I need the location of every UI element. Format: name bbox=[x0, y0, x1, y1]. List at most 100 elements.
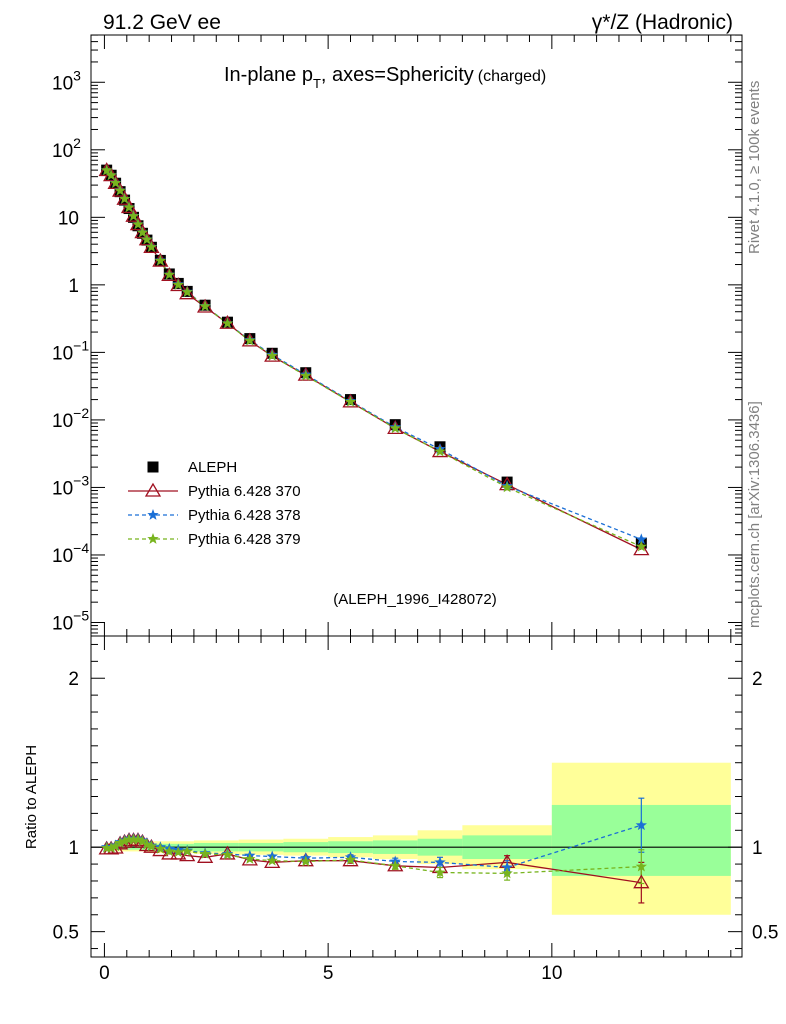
main-point-star bbox=[141, 233, 153, 245]
main-y-tick-label: 10−5 bbox=[52, 607, 89, 634]
main-point-star bbox=[389, 422, 401, 434]
ratio-frame bbox=[90, 635, 743, 958]
legend-label: ALEPH bbox=[188, 459, 237, 476]
ratio-point-star bbox=[141, 838, 153, 850]
ratio-point-star bbox=[199, 847, 211, 859]
main-point-star bbox=[434, 445, 446, 457]
ratio-point-star bbox=[132, 833, 144, 845]
ratio-point-star bbox=[118, 835, 131, 847]
legend-label: Pythia 6.428 379 bbox=[188, 531, 301, 548]
main-point-star bbox=[300, 369, 312, 381]
ratio-point-star bbox=[501, 867, 513, 879]
ratio-point-star bbox=[123, 833, 135, 845]
ratio-x-tick-label: 10 bbox=[541, 963, 562, 984]
ratio-point-star bbox=[434, 856, 446, 868]
ratio-point-star bbox=[127, 833, 140, 845]
main-point-triangle bbox=[633, 541, 650, 556]
ratio-x-tick-label: 5 bbox=[323, 963, 334, 984]
ratio-y-tick-label-right: 1 bbox=[752, 838, 763, 859]
rivet-label: Rivet 4.1.0, ≥ 100k events bbox=[746, 81, 763, 254]
main-point-star bbox=[266, 349, 278, 361]
legend-marker-triangle bbox=[144, 482, 162, 497]
ratio-panel bbox=[104, 762, 731, 915]
main-y-tick-label: 10 bbox=[58, 208, 79, 229]
ratio-point-triangle bbox=[633, 874, 650, 889]
ratio-point-star bbox=[244, 853, 256, 864]
main-y-tick-label: 10−2 bbox=[52, 405, 89, 432]
main-point-star bbox=[221, 317, 234, 329]
ratio-point-star bbox=[221, 848, 234, 860]
main-point-star bbox=[123, 201, 135, 213]
ratio-point-star bbox=[434, 866, 446, 878]
main-point-star bbox=[181, 286, 193, 297]
ratio-point-star bbox=[109, 840, 122, 852]
main-point-star bbox=[635, 533, 647, 545]
main-point-star bbox=[132, 218, 144, 230]
main-point-star bbox=[635, 540, 647, 552]
ratio-ylabel: Ratio to ALEPH bbox=[23, 745, 40, 849]
main-y-tick-label: 1 bbox=[68, 276, 79, 297]
main-point-star bbox=[136, 226, 149, 238]
ratio-point-star bbox=[114, 837, 126, 848]
main-y-tick-label: 103 bbox=[52, 67, 81, 94]
header-left: 91.2 GeV ee bbox=[103, 11, 221, 34]
ratio-point-star bbox=[172, 846, 184, 858]
ratio-y-tick-label-left: 1 bbox=[68, 838, 79, 859]
ratio-point-star bbox=[163, 845, 175, 857]
ratio-point-star bbox=[389, 859, 401, 871]
ratio-point-star bbox=[635, 860, 647, 872]
legend-marker-square bbox=[147, 461, 159, 473]
main-point-star bbox=[244, 334, 256, 346]
ratio-y-tick-label-left: 0.5 bbox=[53, 923, 79, 944]
legend-label: Pythia 6.428 370 bbox=[188, 483, 301, 500]
ratio-point-star bbox=[300, 855, 312, 867]
ratio-point-star bbox=[101, 842, 113, 853]
main-y-tick-label: 102 bbox=[52, 135, 81, 162]
header-right: γ*/Z (Hadronic) bbox=[592, 11, 733, 34]
main-point-star bbox=[105, 169, 117, 181]
ratio-x-tick-label: 0 bbox=[99, 963, 110, 984]
ratio-point-triangle bbox=[196, 849, 214, 863]
ratio-point-triangle bbox=[179, 847, 196, 862]
legend-marker-star bbox=[147, 533, 159, 544]
ratio-point-triangle bbox=[170, 845, 187, 860]
ratio-point-star bbox=[266, 854, 278, 866]
legend: ALEPH Pythia 6.428 370 Pythia 6.428 378 Pyt… bbox=[128, 459, 301, 548]
ratio-point-triangle bbox=[161, 845, 178, 860]
ratio-point-star bbox=[105, 842, 117, 853]
main-point-star bbox=[109, 177, 122, 188]
main-point-star bbox=[145, 241, 158, 252]
main-point-star bbox=[199, 300, 211, 312]
main-point-star bbox=[344, 395, 357, 407]
ratio-point-star bbox=[344, 853, 357, 865]
ratio-point-star bbox=[154, 842, 167, 854]
main-series-line bbox=[106, 169, 642, 541]
main-point-star bbox=[114, 184, 126, 196]
main-point-star bbox=[163, 268, 175, 280]
main-point-triangle bbox=[179, 285, 196, 300]
ratio-y-tick-label-left: 2 bbox=[68, 669, 79, 690]
ratio-point-star bbox=[145, 840, 158, 852]
ratio-point-star bbox=[181, 845, 193, 857]
legend-label: Pythia 6.428 378 bbox=[188, 507, 301, 524]
ratio-y-tick-label-right: 0.5 bbox=[752, 923, 778, 944]
analysis-label: (ALEPH_1996_I428072) bbox=[333, 591, 496, 608]
main-y-tick-label: 10−4 bbox=[52, 540, 89, 567]
ratio-point-star bbox=[136, 835, 149, 847]
ratio-point-star bbox=[501, 861, 513, 873]
main-y-tick-label: 10−1 bbox=[52, 337, 89, 364]
ratio-point-triangle bbox=[264, 854, 281, 869]
main-point-star bbox=[154, 254, 167, 266]
main-point-star bbox=[172, 278, 184, 290]
ratio-y-tick-label-right: 2 bbox=[752, 669, 763, 690]
ratio-point-triangle bbox=[152, 842, 169, 857]
main-point-star bbox=[101, 164, 113, 176]
legend-marker-star bbox=[147, 509, 159, 520]
mcplots-label: mcplots.cern.ch [arXiv:1306.3436] bbox=[746, 401, 763, 628]
main-point-star bbox=[118, 193, 131, 204]
main-series-line bbox=[106, 169, 642, 548]
chart-title: In-plane pT, axes=Sphericity (charged) bbox=[224, 64, 546, 91]
main-point-star bbox=[127, 210, 140, 221]
main-series-line bbox=[106, 169, 642, 551]
